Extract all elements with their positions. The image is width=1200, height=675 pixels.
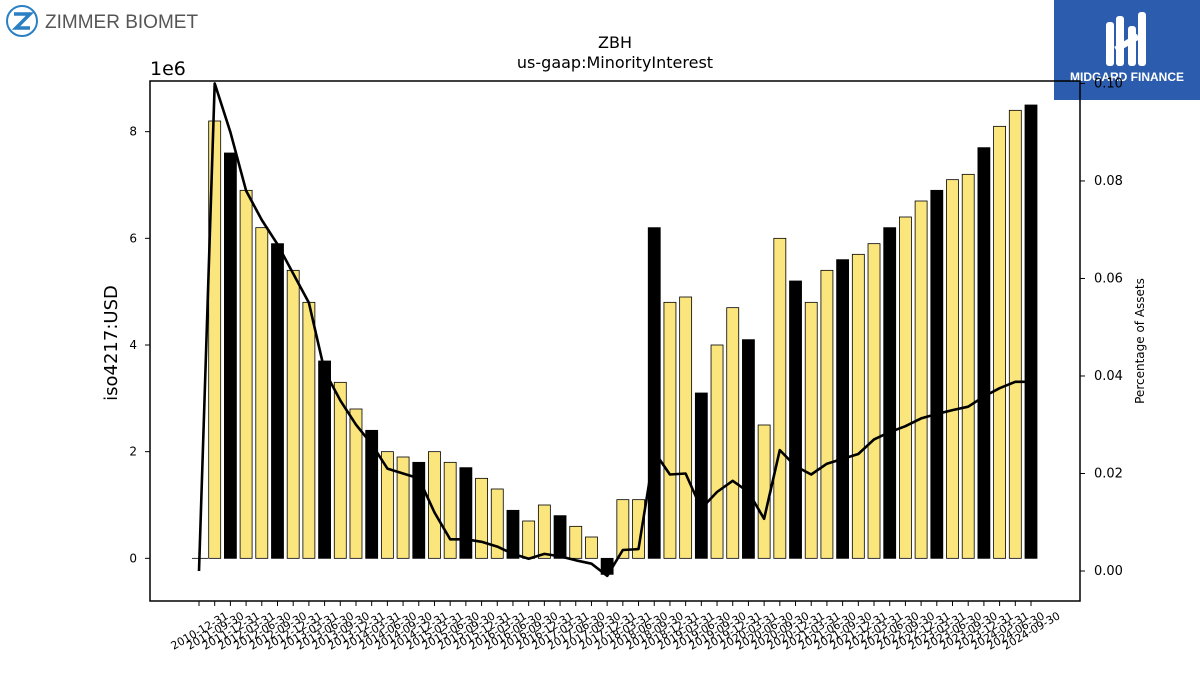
- y2-tick-label: 0.06: [1094, 271, 1123, 286]
- bar: [459, 467, 473, 559]
- bar: [506, 509, 520, 559]
- chart-subtitle: us-gaap:MinorityInterest: [517, 53, 713, 72]
- bar: [585, 536, 598, 559]
- bar: [616, 499, 630, 559]
- bar: [522, 520, 536, 559]
- midgard-finance-mark-icon: [1106, 12, 1146, 66]
- bar: [632, 499, 645, 559]
- chart-title: ZBH: [598, 33, 632, 52]
- bar: [490, 488, 504, 559]
- zimmer-biomet-logo: ZIMMER BIOMET: [6, 5, 206, 39]
- plot-frame: [149, 80, 1081, 602]
- bar: [993, 125, 1007, 559]
- bar: [223, 152, 237, 559]
- y2-tick-label: 0.02: [1094, 466, 1123, 481]
- bar: [271, 243, 284, 559]
- brand-left-name: ZIMMER BIOMET: [45, 12, 198, 33]
- bar: [977, 147, 991, 559]
- bar: [365, 429, 379, 559]
- bar: [946, 179, 959, 559]
- bars-group: [192, 104, 1038, 575]
- bar: [930, 189, 944, 559]
- bar: [961, 173, 975, 559]
- bar: [537, 504, 551, 559]
- bar: [789, 280, 802, 559]
- y-tick-label: 8: [129, 125, 137, 139]
- y-tick-label: 4: [129, 338, 137, 352]
- bar: [647, 227, 661, 559]
- bar: [804, 301, 818, 559]
- bar: [773, 237, 787, 559]
- bar: [663, 301, 677, 559]
- y2-tick-label: 0.10: [1094, 76, 1123, 91]
- bar: [820, 269, 834, 559]
- bar: [726, 307, 740, 559]
- bar: [1008, 109, 1022, 559]
- y-tick-label: 2: [129, 445, 137, 459]
- bar: [396, 456, 410, 559]
- y-tick-label: 0: [129, 551, 137, 565]
- bar: [883, 227, 897, 559]
- bar: [380, 451, 394, 559]
- bar: [742, 339, 755, 559]
- ratio-line: [197, 82, 1031, 578]
- bar: [914, 200, 928, 559]
- bar: [867, 243, 881, 559]
- y2-axis-label: Percentage of Assets: [1133, 278, 1147, 404]
- bar: [333, 381, 347, 559]
- y2-tick-label: 0.00: [1094, 564, 1123, 579]
- y2-tick-label: 0.04: [1094, 369, 1123, 384]
- bar: [836, 259, 850, 559]
- y-axis-label: iso4217:USD: [101, 285, 122, 401]
- y2-tick-label: 0.08: [1094, 174, 1123, 189]
- bar: [694, 392, 708, 559]
- bar: [286, 269, 300, 559]
- bar: [318, 360, 331, 559]
- bar: [428, 451, 441, 559]
- bar: [851, 253, 865, 559]
- bar: [239, 189, 253, 559]
- bar: [757, 424, 771, 559]
- bar: [302, 301, 316, 559]
- y-tick-label: 6: [129, 231, 137, 245]
- bar: [255, 227, 269, 559]
- bar: [679, 296, 693, 559]
- bar: [899, 216, 912, 559]
- bar: [553, 515, 567, 559]
- bar: [349, 408, 363, 559]
- axes-group: 024680.000.020.040.060.080.102010-12-312…: [129, 76, 1123, 652]
- bar: [1024, 104, 1038, 559]
- y-multiplier-label: 1e6: [150, 58, 186, 80]
- bar: [569, 525, 583, 559]
- brand-right-name: MIDGARD FINANCE: [1070, 70, 1184, 84]
- ratio-line-group: [197, 82, 1031, 578]
- midgard-finance-logo: MIDGARD FINANCE: [1054, 0, 1200, 100]
- bar: [710, 344, 724, 559]
- bar: [475, 477, 488, 559]
- bar: [443, 461, 457, 559]
